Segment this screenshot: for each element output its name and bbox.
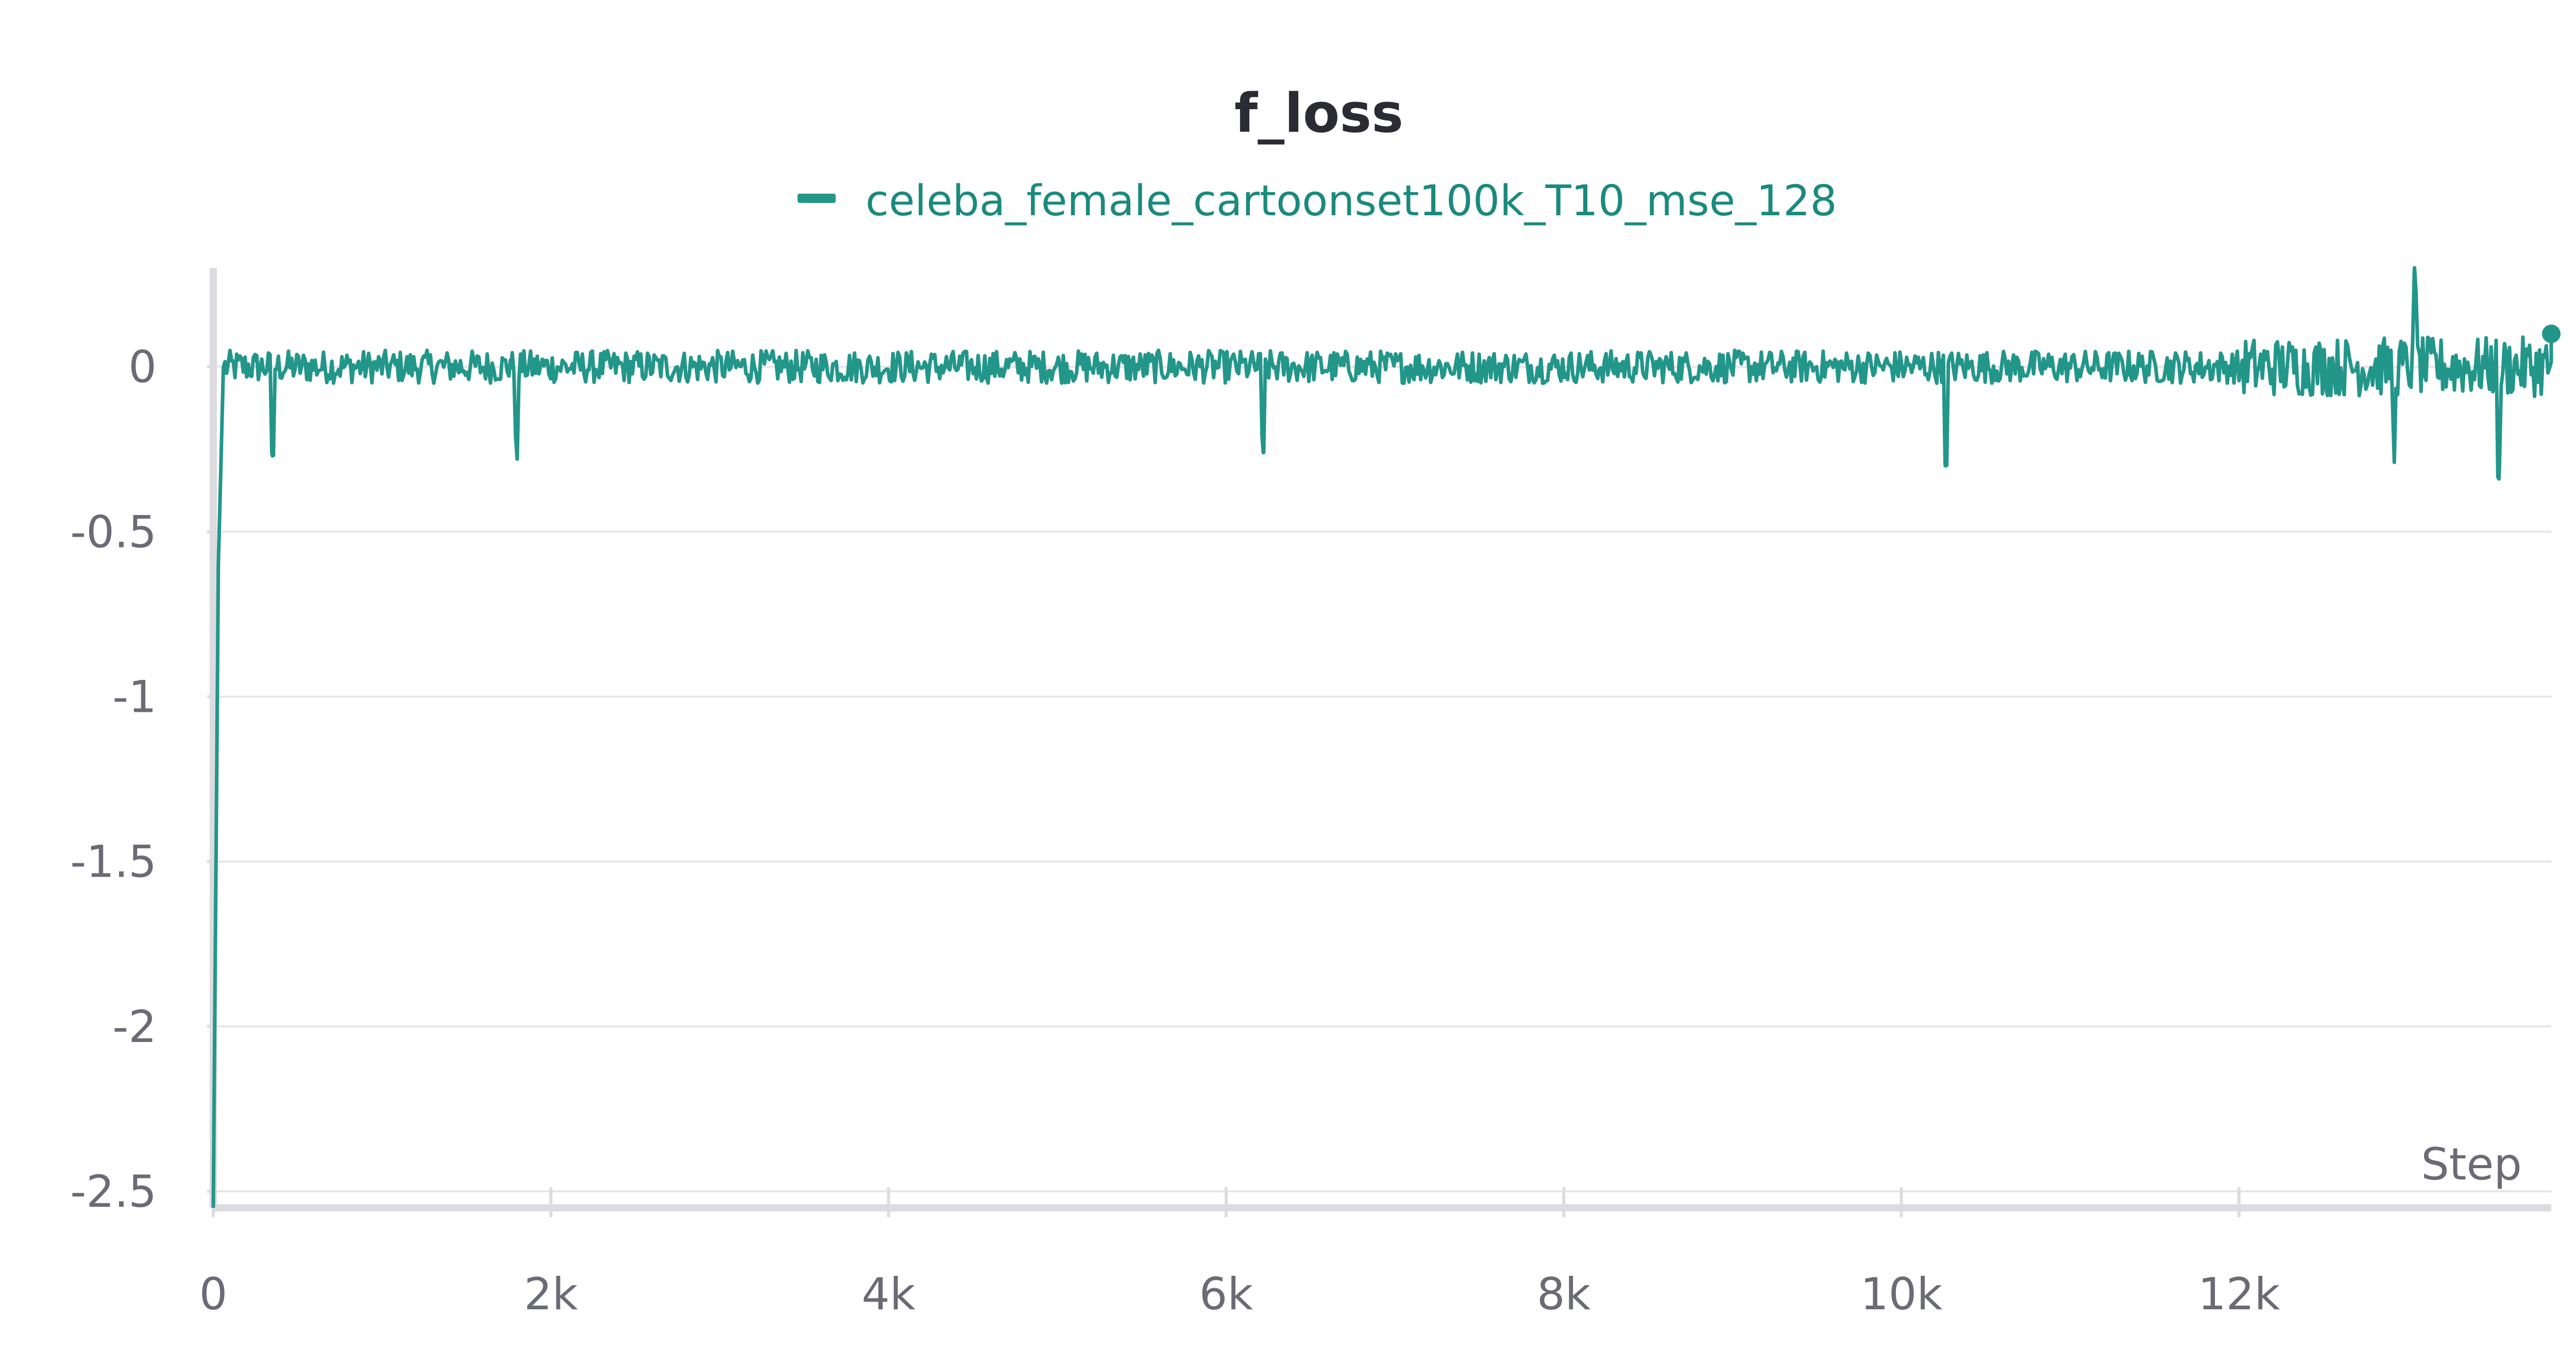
y-axis-ticks: 0 -0.5 -1 -1.5 -2 -2.5 <box>70 341 213 1218</box>
series-line[interactable] <box>211 266 2553 1208</box>
x-tick-label: 12k <box>2198 1269 2280 1320</box>
y-tick-label: -2 <box>112 1001 157 1053</box>
legend-label: celeba_female_cartoonset100k_T10_mse_128 <box>866 177 1837 226</box>
x-tick-label: 8k <box>1537 1269 1591 1320</box>
x-tick-label: 10k <box>1860 1269 1942 1320</box>
grid-lines <box>213 366 2551 1192</box>
series-end-marker <box>2542 324 2561 344</box>
x-tick-label: 0 <box>199 1269 228 1320</box>
legend[interactable]: celeba_female_cartoonset100k_T10_mse_128 <box>798 177 1837 226</box>
series-layer[interactable] <box>211 266 2561 1208</box>
y-tick-label: -2.5 <box>70 1166 157 1218</box>
legend-swatch <box>798 194 836 203</box>
x-axis-label: Step <box>2421 1139 2522 1190</box>
y-tick-label: -1.5 <box>70 836 157 888</box>
y-tick-label: 0 <box>128 341 157 393</box>
y-tick-label: -0.5 <box>70 506 157 558</box>
y-tick-label: -1 <box>112 671 157 723</box>
x-tick-label: 2k <box>524 1269 578 1320</box>
x-tick-label: 4k <box>861 1269 916 1320</box>
chart-title: f_loss <box>1234 82 1403 145</box>
x-tick-label: 6k <box>1199 1269 1253 1320</box>
